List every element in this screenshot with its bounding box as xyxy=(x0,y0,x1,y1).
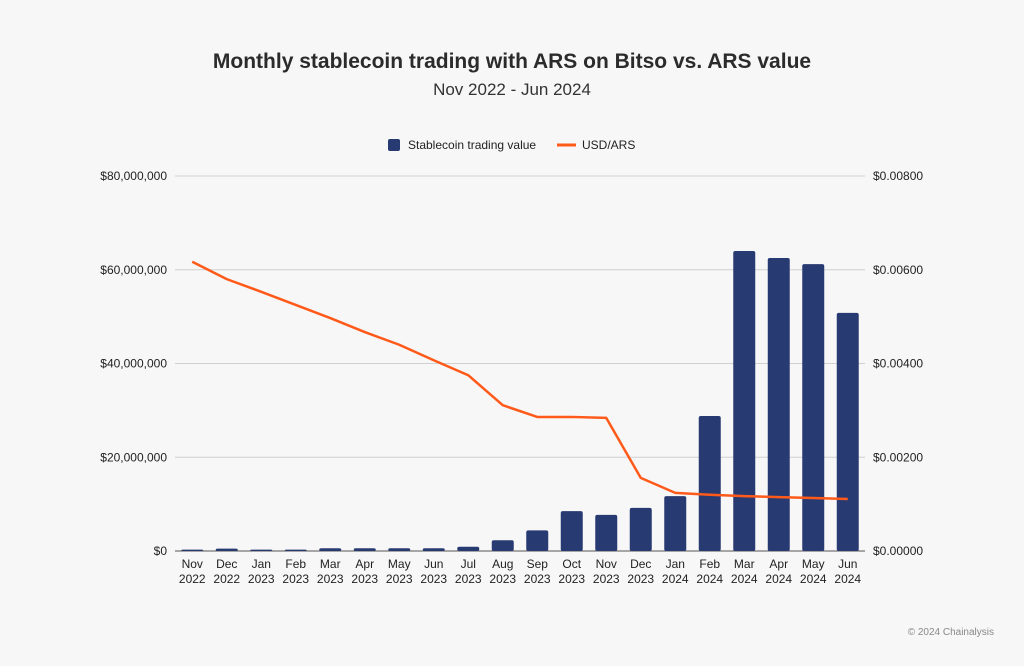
x-tick-label-year: 2023 xyxy=(455,572,482,586)
x-tick-label-year: 2024 xyxy=(662,572,689,586)
bar xyxy=(215,548,238,551)
bar xyxy=(698,416,721,551)
x-tick-label: Apr xyxy=(769,557,788,571)
x-tick-label: Jul xyxy=(461,557,476,571)
left-tick-label: $20,000,000 xyxy=(100,450,167,464)
bar xyxy=(457,546,480,551)
bar xyxy=(491,540,514,551)
x-tick-label-year: 2023 xyxy=(489,572,516,586)
x-tick-label: Jun xyxy=(424,557,443,571)
bar xyxy=(319,548,342,551)
x-tick-label: May xyxy=(802,557,825,571)
x-tick-label: Oct xyxy=(562,557,581,571)
x-tick-label-year: 2023 xyxy=(386,572,413,586)
x-tick-label-year: 2023 xyxy=(558,572,585,586)
bar xyxy=(250,549,273,551)
legend-bar-swatch xyxy=(388,139,400,151)
x-tick-label: Dec xyxy=(630,557,651,571)
x-tick-label: Feb xyxy=(699,557,720,571)
x-tick-label: Dec xyxy=(216,557,237,571)
x-tick-label-year: 2022 xyxy=(179,572,206,586)
x-tick-label: Feb xyxy=(285,557,306,571)
x-tick-label-year: 2023 xyxy=(420,572,447,586)
x-tick-label-year: 2023 xyxy=(248,572,275,586)
usd-ars-line xyxy=(191,260,848,501)
x-tick-label-year: 2023 xyxy=(351,572,378,586)
bar xyxy=(181,549,204,551)
x-tick-label-year: 2022 xyxy=(213,572,240,586)
x-tick-label: Aug xyxy=(492,557,513,571)
bar xyxy=(422,548,445,551)
left-tick-label: $40,000,000 xyxy=(100,357,167,371)
x-tick-label-year: 2024 xyxy=(731,572,758,586)
x-tick-label: Jan xyxy=(252,557,271,571)
x-tick-label: Nov xyxy=(596,557,617,571)
bar xyxy=(526,530,549,551)
right-tick-label: $0.00200 xyxy=(873,450,923,464)
bar xyxy=(802,264,825,551)
legend-line-label: USD/ARS xyxy=(582,138,635,152)
chart-title: Monthly stablecoin trading with ARS on B… xyxy=(212,50,812,73)
bar xyxy=(767,258,790,551)
left-tick-label: $60,000,000 xyxy=(100,263,167,277)
x-tick-label-year: 2024 xyxy=(765,572,792,586)
right-tick-label: $0.00400 xyxy=(873,357,923,371)
legend-bar-label: Stablecoin trading value xyxy=(408,138,536,152)
bar xyxy=(595,514,618,551)
bar xyxy=(388,548,411,551)
bar xyxy=(353,548,376,551)
right-tick-label: $0.00800 xyxy=(873,169,923,183)
x-tick-label-year: 2024 xyxy=(696,572,723,586)
x-tick-label-year: 2023 xyxy=(524,572,551,586)
x-tick-label: Sep xyxy=(527,557,549,571)
x-tick-label: Jan xyxy=(666,557,685,571)
bar xyxy=(560,511,583,551)
x-tick-label: Jun xyxy=(838,557,857,571)
x-tick-label: Nov xyxy=(182,557,203,571)
x-tick-label-year: 2023 xyxy=(593,572,620,586)
bar xyxy=(836,312,859,551)
bar xyxy=(284,549,307,551)
left-tick-label: $80,000,000 xyxy=(100,169,167,183)
x-tick-label-year: 2023 xyxy=(317,572,344,586)
left-tick-label: $0 xyxy=(154,544,168,558)
right-tick-label: $0.00000 xyxy=(873,544,923,558)
x-tick-label-year: 2023 xyxy=(627,572,654,586)
x-tick-label: May xyxy=(388,557,411,571)
copyright-credit: © 2024 Chainalysis xyxy=(907,627,994,638)
right-tick-label: $0.00600 xyxy=(873,263,923,277)
x-tick-label-year: 2023 xyxy=(282,572,309,586)
x-tick-label-year: 2024 xyxy=(834,572,861,586)
x-tick-label: Mar xyxy=(734,557,755,571)
x-tick-label: Apr xyxy=(355,557,374,571)
chart-subtitle: Nov 2022 - Jun 2024 xyxy=(433,80,591,99)
bar xyxy=(733,251,756,551)
x-tick-label: Mar xyxy=(320,557,341,571)
x-tick-label-year: 2024 xyxy=(800,572,827,586)
bar xyxy=(629,507,652,551)
bar xyxy=(664,496,687,551)
